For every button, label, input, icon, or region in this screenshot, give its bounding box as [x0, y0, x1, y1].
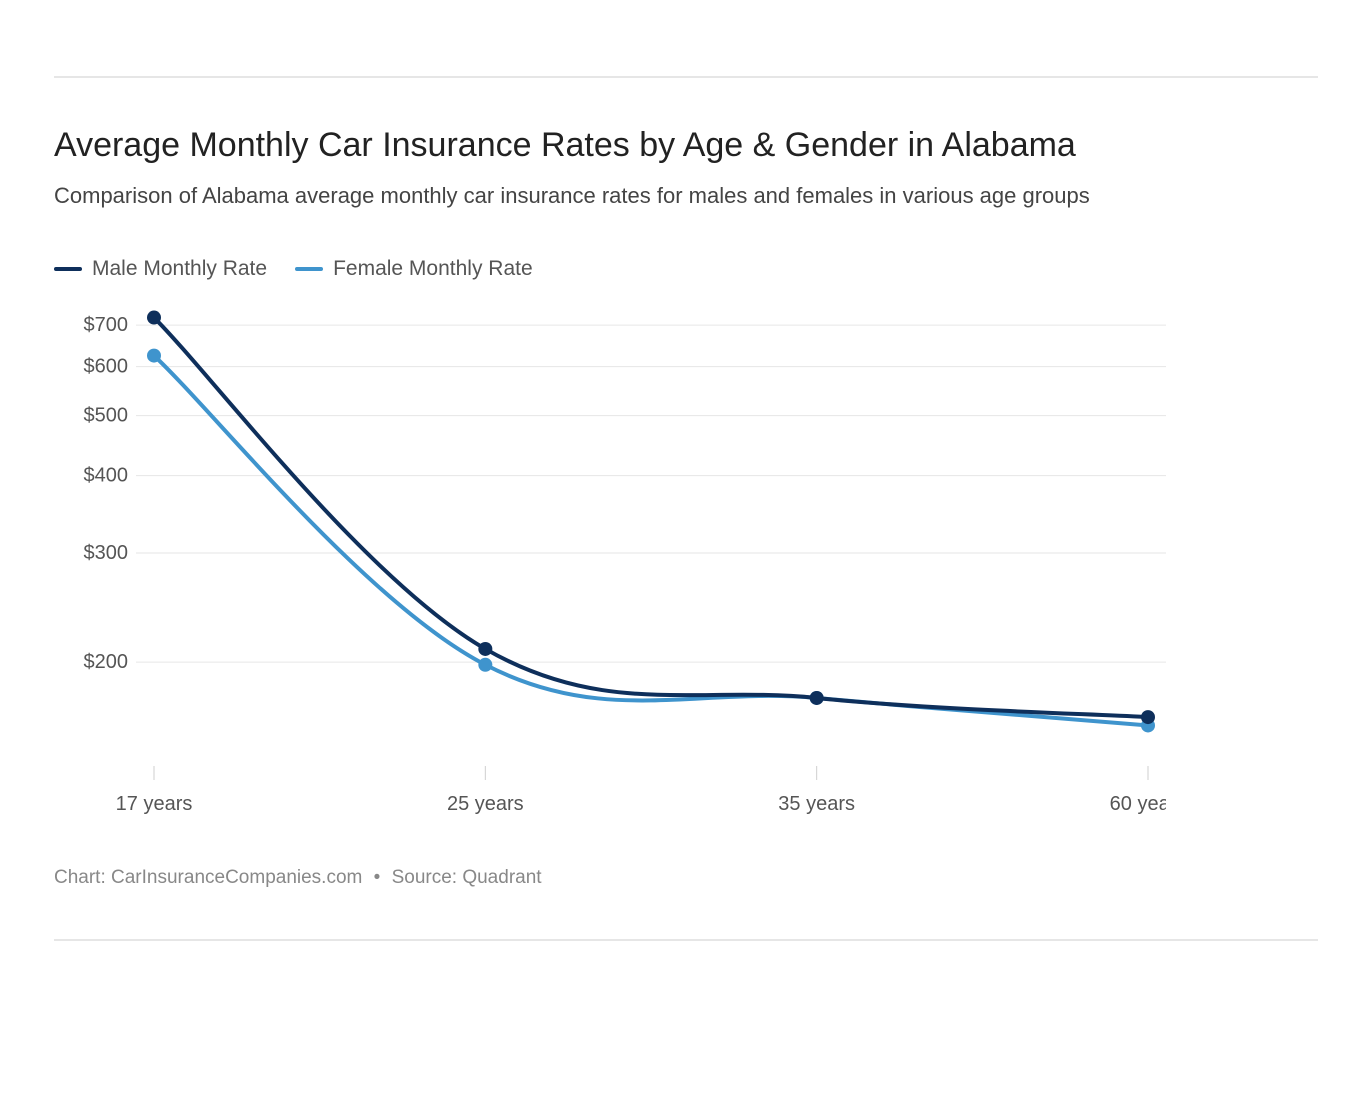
svg-text:$200: $200 [84, 651, 129, 673]
divider-bottom [54, 939, 1318, 941]
legend: Male Monthly Rate Female Monthly Rate [54, 257, 1318, 281]
legend-item-female: Female Monthly Rate [295, 257, 533, 281]
chart-title: Average Monthly Car Insurance Rates by A… [54, 126, 1318, 165]
legend-label-male: Male Monthly Rate [92, 257, 267, 281]
svg-text:60 years: 60 years [1110, 793, 1166, 815]
footer-chart-credit: Chart: CarInsuranceCompanies.com [54, 867, 362, 888]
chart-area: $200 $300 $400 $500 $600 $700 17 years 25 years… [54, 303, 1318, 833]
footer-source: Source: Quadrant [392, 867, 542, 888]
svg-text:$700: $700 [84, 314, 129, 336]
line-chart: $200 $300 $400 $500 $600 $700 17 years 25 years… [54, 303, 1166, 833]
legend-swatch-male [54, 267, 82, 271]
divider-top [54, 76, 1318, 78]
svg-text:$500: $500 [84, 405, 129, 427]
chart-subtitle: Comparison of Alabama average monthly ca… [54, 183, 1318, 209]
svg-text:$600: $600 [84, 356, 129, 378]
legend-label-female: Female Monthly Rate [333, 257, 533, 281]
footer-separator: • [374, 867, 381, 888]
svg-text:$400: $400 [84, 465, 129, 487]
chart-footer: Chart: CarInsuranceCompanies.com • Sourc… [54, 867, 1318, 889]
svg-text:$300: $300 [84, 542, 129, 564]
legend-item-male: Male Monthly Rate [54, 257, 267, 281]
svg-text:17 years: 17 years [116, 793, 193, 815]
legend-swatch-female [295, 267, 323, 271]
svg-text:25 years: 25 years [447, 793, 524, 815]
svg-text:35 years: 35 years [778, 793, 855, 815]
